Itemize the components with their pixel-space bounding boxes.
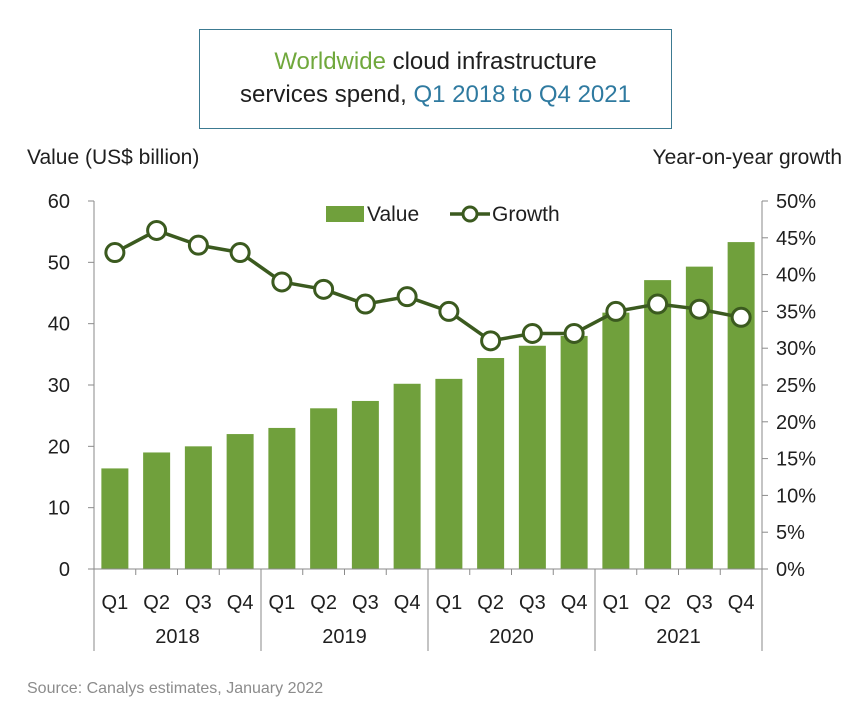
growth-point <box>146 219 168 241</box>
value-bar <box>518 345 546 569</box>
value-bar <box>435 378 463 569</box>
quarter-label: Q2 <box>143 592 170 614</box>
legend-value-label: Value <box>367 203 419 226</box>
quarter-label: Q4 <box>394 592 421 614</box>
legend-growth-label: Growth <box>492 203 560 226</box>
quarter-label: Q2 <box>644 592 671 614</box>
growth-point <box>563 322 585 344</box>
growth-point <box>396 286 418 308</box>
year-label: 2020 <box>489 626 534 648</box>
quarter-label: Q4 <box>728 592 755 614</box>
left-tick-label: 50 <box>48 252 70 274</box>
growth-line <box>114 228 742 343</box>
title-cloud-infrastructure: cloud infrastructure <box>392 48 597 75</box>
right-tick-label: 20% <box>776 412 816 434</box>
value-bar <box>310 408 338 569</box>
quarter-label: Q2 <box>310 592 337 614</box>
chart-title-line-2: services spend, Q1 2018 to Q4 2021 <box>200 78 671 111</box>
growth-point <box>730 306 752 328</box>
value-bar <box>477 358 505 569</box>
growth-point <box>688 298 710 320</box>
quarter-label: Q1 <box>436 592 463 614</box>
growth-point <box>104 242 126 264</box>
title-worldwide: Worldwide <box>274 48 386 75</box>
legend-value-swatch <box>326 206 364 222</box>
chart-title-box: Worldwide cloud infrastructure services … <box>199 29 672 129</box>
right-tick-label: 50% <box>776 191 816 213</box>
right-tick-label: 0% <box>776 559 805 581</box>
value-bar <box>101 468 129 569</box>
legend-growth-marker <box>461 205 479 223</box>
value-bar <box>560 335 588 569</box>
growth-point <box>354 293 376 315</box>
year-label: 2021 <box>656 626 701 648</box>
left-tick-label: 0 <box>59 559 70 581</box>
left-tick-label: 60 <box>48 191 70 213</box>
chart-title-line-1: Worldwide cloud infrastructure <box>200 45 671 78</box>
value-bar <box>393 383 421 569</box>
value-bar <box>226 434 254 569</box>
quarter-label: Q3 <box>352 592 379 614</box>
growth-point <box>647 293 669 315</box>
quarter-label: Q3 <box>686 592 713 614</box>
right-tick-label: 40% <box>776 265 816 287</box>
title-services-spend: services spend, <box>240 81 407 108</box>
source-note: Source: Canalys estimates, January 2022 <box>27 680 324 697</box>
value-bar <box>644 280 672 569</box>
growth-point <box>187 234 209 256</box>
growth-point <box>271 271 293 293</box>
right-tick-label: 5% <box>776 522 805 544</box>
quarter-label: Q1 <box>603 592 630 614</box>
value-bar <box>184 446 212 569</box>
quarter-label: Q1 <box>269 592 296 614</box>
growth-point <box>521 322 543 344</box>
quarter-label: Q1 <box>102 592 129 614</box>
left-axis-title: Value (US$ billion) <box>27 146 200 169</box>
value-bar <box>143 452 171 569</box>
quarter-label: Q3 <box>519 592 546 614</box>
value-bar <box>268 427 296 569</box>
year-label: 2018 <box>155 626 200 648</box>
value-bar <box>351 400 379 569</box>
quarter-label: Q3 <box>185 592 212 614</box>
left-tick-label: 20 <box>48 436 70 458</box>
growth-point <box>480 330 502 352</box>
right-tick-label: 25% <box>776 375 816 397</box>
growth-point <box>605 300 627 322</box>
right-tick-label: 35% <box>776 301 816 323</box>
year-label: 2019 <box>322 626 367 648</box>
growth-point <box>438 300 460 322</box>
right-tick-label: 15% <box>776 449 816 471</box>
right-axis-title: Year-on-year growth <box>652 146 843 169</box>
left-tick-label: 10 <box>48 498 70 520</box>
quarter-label: Q4 <box>561 592 588 614</box>
quarter-label: Q2 <box>477 592 504 614</box>
quarter-label: Q4 <box>227 592 254 614</box>
value-bar <box>727 242 755 570</box>
right-tick-label: 45% <box>776 228 816 250</box>
title-date-range: Q1 2018 to Q4 2021 <box>413 81 631 108</box>
growth-point <box>313 278 335 300</box>
value-bar <box>602 312 630 569</box>
right-tick-label: 10% <box>776 485 816 507</box>
left-tick-label: 30 <box>48 375 70 397</box>
right-tick-label: 30% <box>776 338 816 360</box>
left-tick-label: 40 <box>48 314 70 336</box>
growth-point <box>229 242 251 264</box>
